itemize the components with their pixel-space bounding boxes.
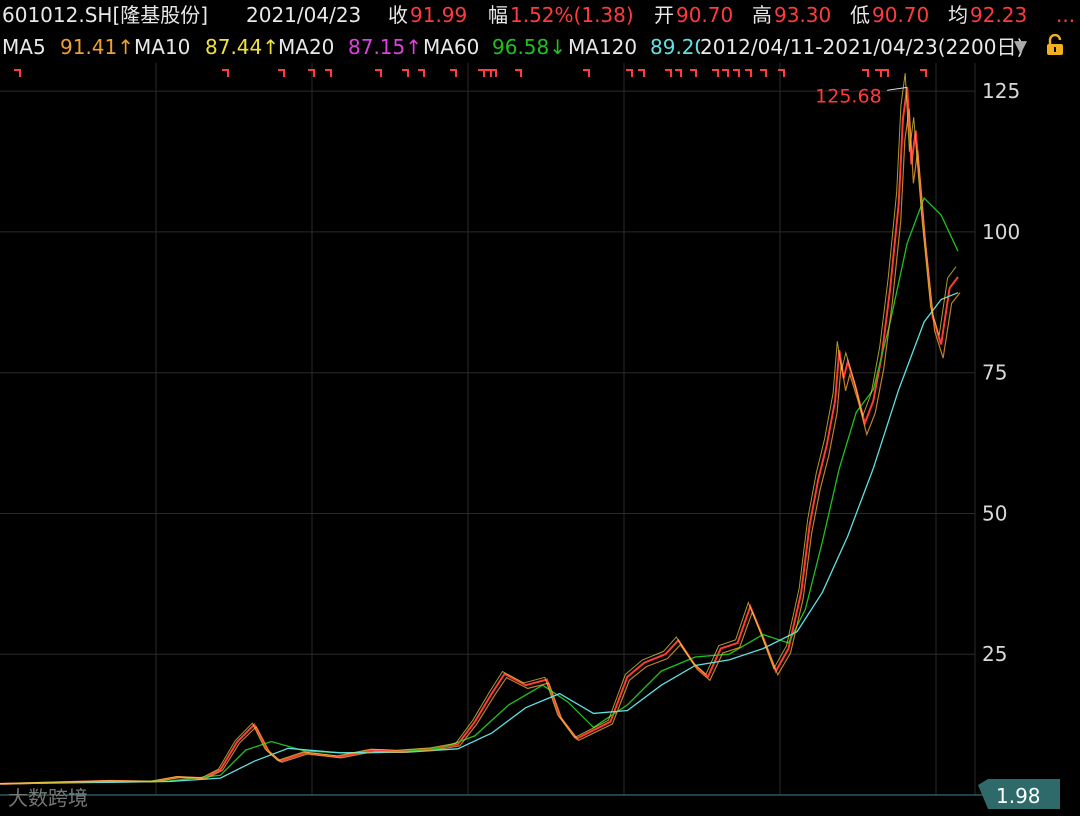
ma5-line: [1, 108, 961, 785]
ma10-value: 87.44↑: [205, 35, 280, 59]
signal-marker: [875, 69, 882, 77]
date-range: 2012/04/11-2021/04/23(2200日): [700, 32, 1025, 63]
signal-marker: [478, 69, 485, 77]
price-series: [0, 73, 961, 785]
ma5-value: 91.41↑: [60, 35, 135, 59]
ma60-value: 96.58↓: [492, 35, 567, 59]
last-value-badge: 1.98: [978, 779, 1060, 809]
watermark-text: 大数跨境: [8, 786, 88, 810]
signal-markers: [14, 69, 927, 77]
change-label: 幅: [488, 3, 508, 27]
y-tick-label: 25: [982, 642, 1007, 666]
triangle-down-icon[interactable]: ▼: [1014, 37, 1028, 57]
signal-marker: [778, 69, 785, 77]
quote-header: 601012.SH[隆基股份] 2021/04/23 收 91.99 幅 1.5…: [0, 0, 1080, 31]
ma20-value: 87.15↑: [348, 35, 423, 59]
signal-marker: [626, 69, 633, 77]
quote-date: 2021/04/23: [246, 3, 362, 27]
more-button[interactable]: ...: [1056, 3, 1076, 27]
high-label: 125.68: [815, 85, 881, 107]
signal-marker: [690, 69, 697, 77]
low-value: 90.70: [872, 3, 930, 27]
change-value: 1.52%(1.38): [510, 3, 634, 27]
signal-marker: [14, 69, 21, 77]
signal-marker: [490, 69, 497, 77]
watermark: 大数跨境: [8, 782, 88, 811]
ma10-label: MA10: [134, 35, 191, 59]
stock-symbol[interactable]: 601012.SH[隆基股份]: [2, 3, 209, 27]
signal-marker: [515, 69, 522, 77]
ma60-label: MA60: [423, 35, 480, 59]
ma120-value: 89.20: [650, 35, 708, 59]
signal-marker: [745, 69, 752, 77]
close-value: 91.99: [410, 3, 468, 27]
y-tick-label: 125: [982, 79, 1020, 103]
chart-grid: [0, 63, 976, 795]
ma20-label: MA20: [278, 35, 335, 59]
signal-marker: [675, 69, 682, 77]
y-tick-label: 75: [982, 361, 1007, 385]
ma10-line: [0, 73, 957, 785]
low-label: 低: [850, 3, 870, 27]
signal-marker: [485, 69, 492, 77]
signal-marker: [722, 69, 729, 77]
high-annotation: 125.68: [815, 85, 908, 107]
close-label: 收: [388, 3, 408, 27]
signal-marker: [638, 69, 645, 77]
signal-marker: [760, 69, 767, 77]
ma-bar: MA5 91.41↑ MA10 87.44↑ MA20 87.15↑ MA60 …: [0, 32, 1080, 63]
price-chart: 25 50 75 100 125 125.68 1.98: [0, 63, 1060, 809]
series-line: [0, 87, 959, 785]
ma120-label: MA120: [568, 35, 638, 59]
signal-marker: [222, 69, 229, 77]
y-tick-label: 100: [982, 220, 1020, 244]
signal-marker: [733, 69, 740, 77]
signal-marker: [920, 69, 927, 77]
high-value: 93.30: [774, 3, 832, 27]
signal-marker: [418, 69, 425, 77]
open-value: 90.70: [676, 3, 734, 27]
signal-marker: [325, 69, 332, 77]
signal-marker: [583, 69, 590, 77]
series-line: [0, 196, 959, 785]
signal-marker: [712, 69, 719, 77]
signal-marker: [665, 69, 672, 77]
last-value-label: 1.98: [996, 784, 1041, 808]
avg-value: 92.23: [970, 3, 1028, 27]
signal-marker: [278, 69, 285, 77]
signal-marker: [450, 69, 457, 77]
avg-label: 均: [948, 3, 968, 27]
signal-marker: [862, 69, 869, 77]
high-label: 高: [752, 3, 772, 27]
signal-marker: [402, 69, 409, 77]
y-axis-ticks: 25 50 75 100 125: [982, 79, 1020, 666]
signal-marker: [308, 69, 315, 77]
y-tick-label: 50: [982, 501, 1007, 525]
lock-icon[interactable]: [1046, 33, 1064, 65]
ma5-label: MA5: [2, 35, 46, 59]
series-line: [0, 292, 959, 785]
signal-marker: [882, 69, 889, 77]
signal-marker: [375, 69, 382, 77]
open-label: 开: [654, 3, 674, 27]
